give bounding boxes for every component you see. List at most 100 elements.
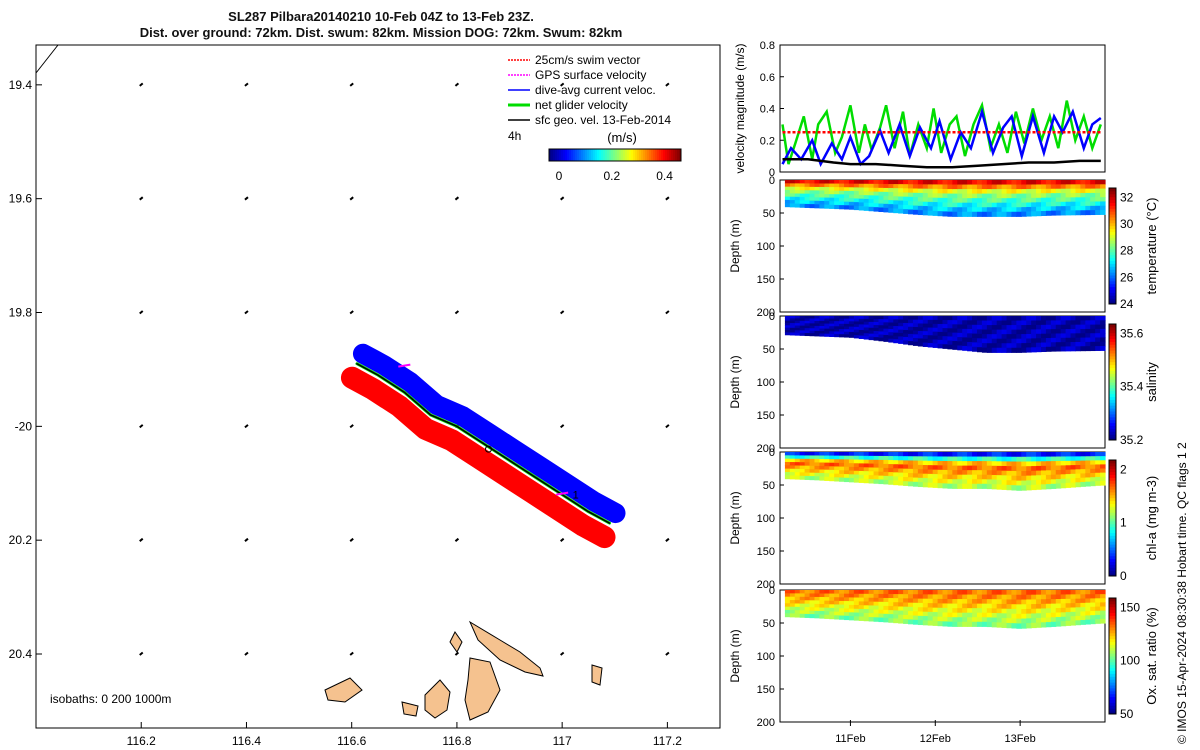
section-cell: [1055, 617, 1062, 623]
section-cell: [942, 598, 949, 605]
section-cell: [844, 183, 850, 188]
section-cell: [878, 479, 885, 485]
section-cell: [809, 200, 816, 205]
section-cell: [1050, 594, 1057, 600]
section-cell: [848, 194, 855, 199]
section-cell: [799, 610, 806, 615]
section-cell: [908, 341, 914, 346]
section-cell: [893, 456, 899, 461]
section-cell: [1031, 193, 1037, 199]
section-cell: [986, 180, 993, 186]
section-cell: [863, 590, 870, 595]
section-cell: [1040, 188, 1047, 194]
section-cell: [932, 184, 939, 190]
section-cell: [898, 188, 904, 193]
section-cell: [1011, 590, 1017, 596]
section-cell: [922, 342, 929, 347]
section-colorbar-swatch: [1109, 497, 1116, 502]
section-cell: [839, 326, 845, 330]
section-cell: [957, 184, 963, 190]
section-cell: [1085, 192, 1091, 198]
section-cell: [799, 323, 806, 327]
section-y-tick-label: 50: [763, 344, 775, 356]
geo-velocity-arrow: [139, 424, 144, 429]
section-cell: [853, 590, 860, 595]
section-cell: [1050, 201, 1057, 207]
geo-velocity-arrow: [560, 424, 565, 429]
section-cell: [844, 608, 850, 613]
section-colorbar-label: chl-a (mg m-3): [1144, 476, 1159, 561]
section-colorbar-swatch: [1109, 248, 1116, 253]
section-cell: [1050, 210, 1057, 216]
section-cell: [868, 459, 875, 465]
section-cell: [1100, 602, 1106, 608]
section-cell: [1100, 324, 1106, 330]
section-cell: [898, 316, 904, 321]
section-colorbar-swatch: [1109, 679, 1116, 683]
section-cell: [1090, 188, 1096, 194]
section-cell: [888, 338, 894, 343]
section-cell: [1085, 316, 1091, 321]
section-cell: [883, 187, 889, 193]
section-cell: [898, 606, 904, 612]
section-cell: [932, 469, 939, 475]
section-cell: [1085, 452, 1091, 457]
section-colorbar-swatch: [1109, 246, 1116, 250]
section-cell: [1011, 604, 1017, 610]
section-cell: [888, 452, 894, 457]
section-cell: [883, 455, 889, 461]
section-cell: [996, 329, 1003, 335]
section-cell: [942, 594, 949, 600]
section-cell: [942, 188, 949, 195]
section-cell: [1075, 590, 1081, 595]
section-colorbar-swatch: [1109, 411, 1116, 415]
section-cell: [1045, 184, 1052, 190]
section-cell: [1040, 184, 1047, 190]
section-cell: [981, 347, 988, 353]
section-colorbar-swatch: [1109, 301, 1116, 305]
section-cell: [947, 189, 953, 195]
section-cell: [937, 598, 944, 604]
section-cell: [981, 198, 988, 204]
section-cell: [853, 316, 860, 320]
section-cell: [824, 326, 830, 330]
section-cell: [883, 183, 889, 189]
section-cell: [1065, 316, 1072, 321]
section-cell: [848, 612, 855, 617]
section-cell: [789, 606, 796, 611]
section-cell: [1001, 613, 1008, 619]
section-cell: [937, 184, 944, 190]
section-cell: [809, 593, 816, 598]
section-cell: [834, 331, 840, 335]
section-cell: [893, 610, 899, 616]
section-cell: [1006, 599, 1013, 605]
section-cell: [1045, 202, 1052, 208]
section-cell: [947, 465, 953, 471]
section-cell: [1021, 189, 1027, 195]
section-cell: [868, 327, 875, 332]
section-cell: [804, 197, 811, 202]
section-cell: [1021, 604, 1027, 610]
section-cell: [937, 331, 944, 337]
section-cell: [917, 607, 924, 613]
section-cell: [1045, 484, 1052, 490]
section-cell: [996, 479, 1003, 486]
geo-velocity-arrow: [665, 537, 670, 542]
section-cell: [1045, 188, 1052, 194]
section-cell: [873, 191, 880, 197]
section-cell: [1040, 613, 1047, 619]
section-cell: [1055, 603, 1062, 609]
section-cell: [1001, 604, 1008, 610]
section-cell: [878, 337, 885, 342]
section-colorbar-swatch: [1109, 324, 1116, 328]
section-cell: [794, 455, 801, 460]
colorbar-swatch: [591, 149, 594, 161]
section-colorbar-swatch: [1109, 399, 1116, 403]
section-cell: [991, 207, 998, 213]
section-cell: [883, 463, 889, 469]
section-colorbar-tick-label: 35.6: [1120, 326, 1144, 340]
section-cell: [848, 604, 855, 610]
section-cell: [991, 590, 998, 596]
section-cell: [986, 621, 993, 628]
colorbar-swatch: [565, 149, 568, 161]
